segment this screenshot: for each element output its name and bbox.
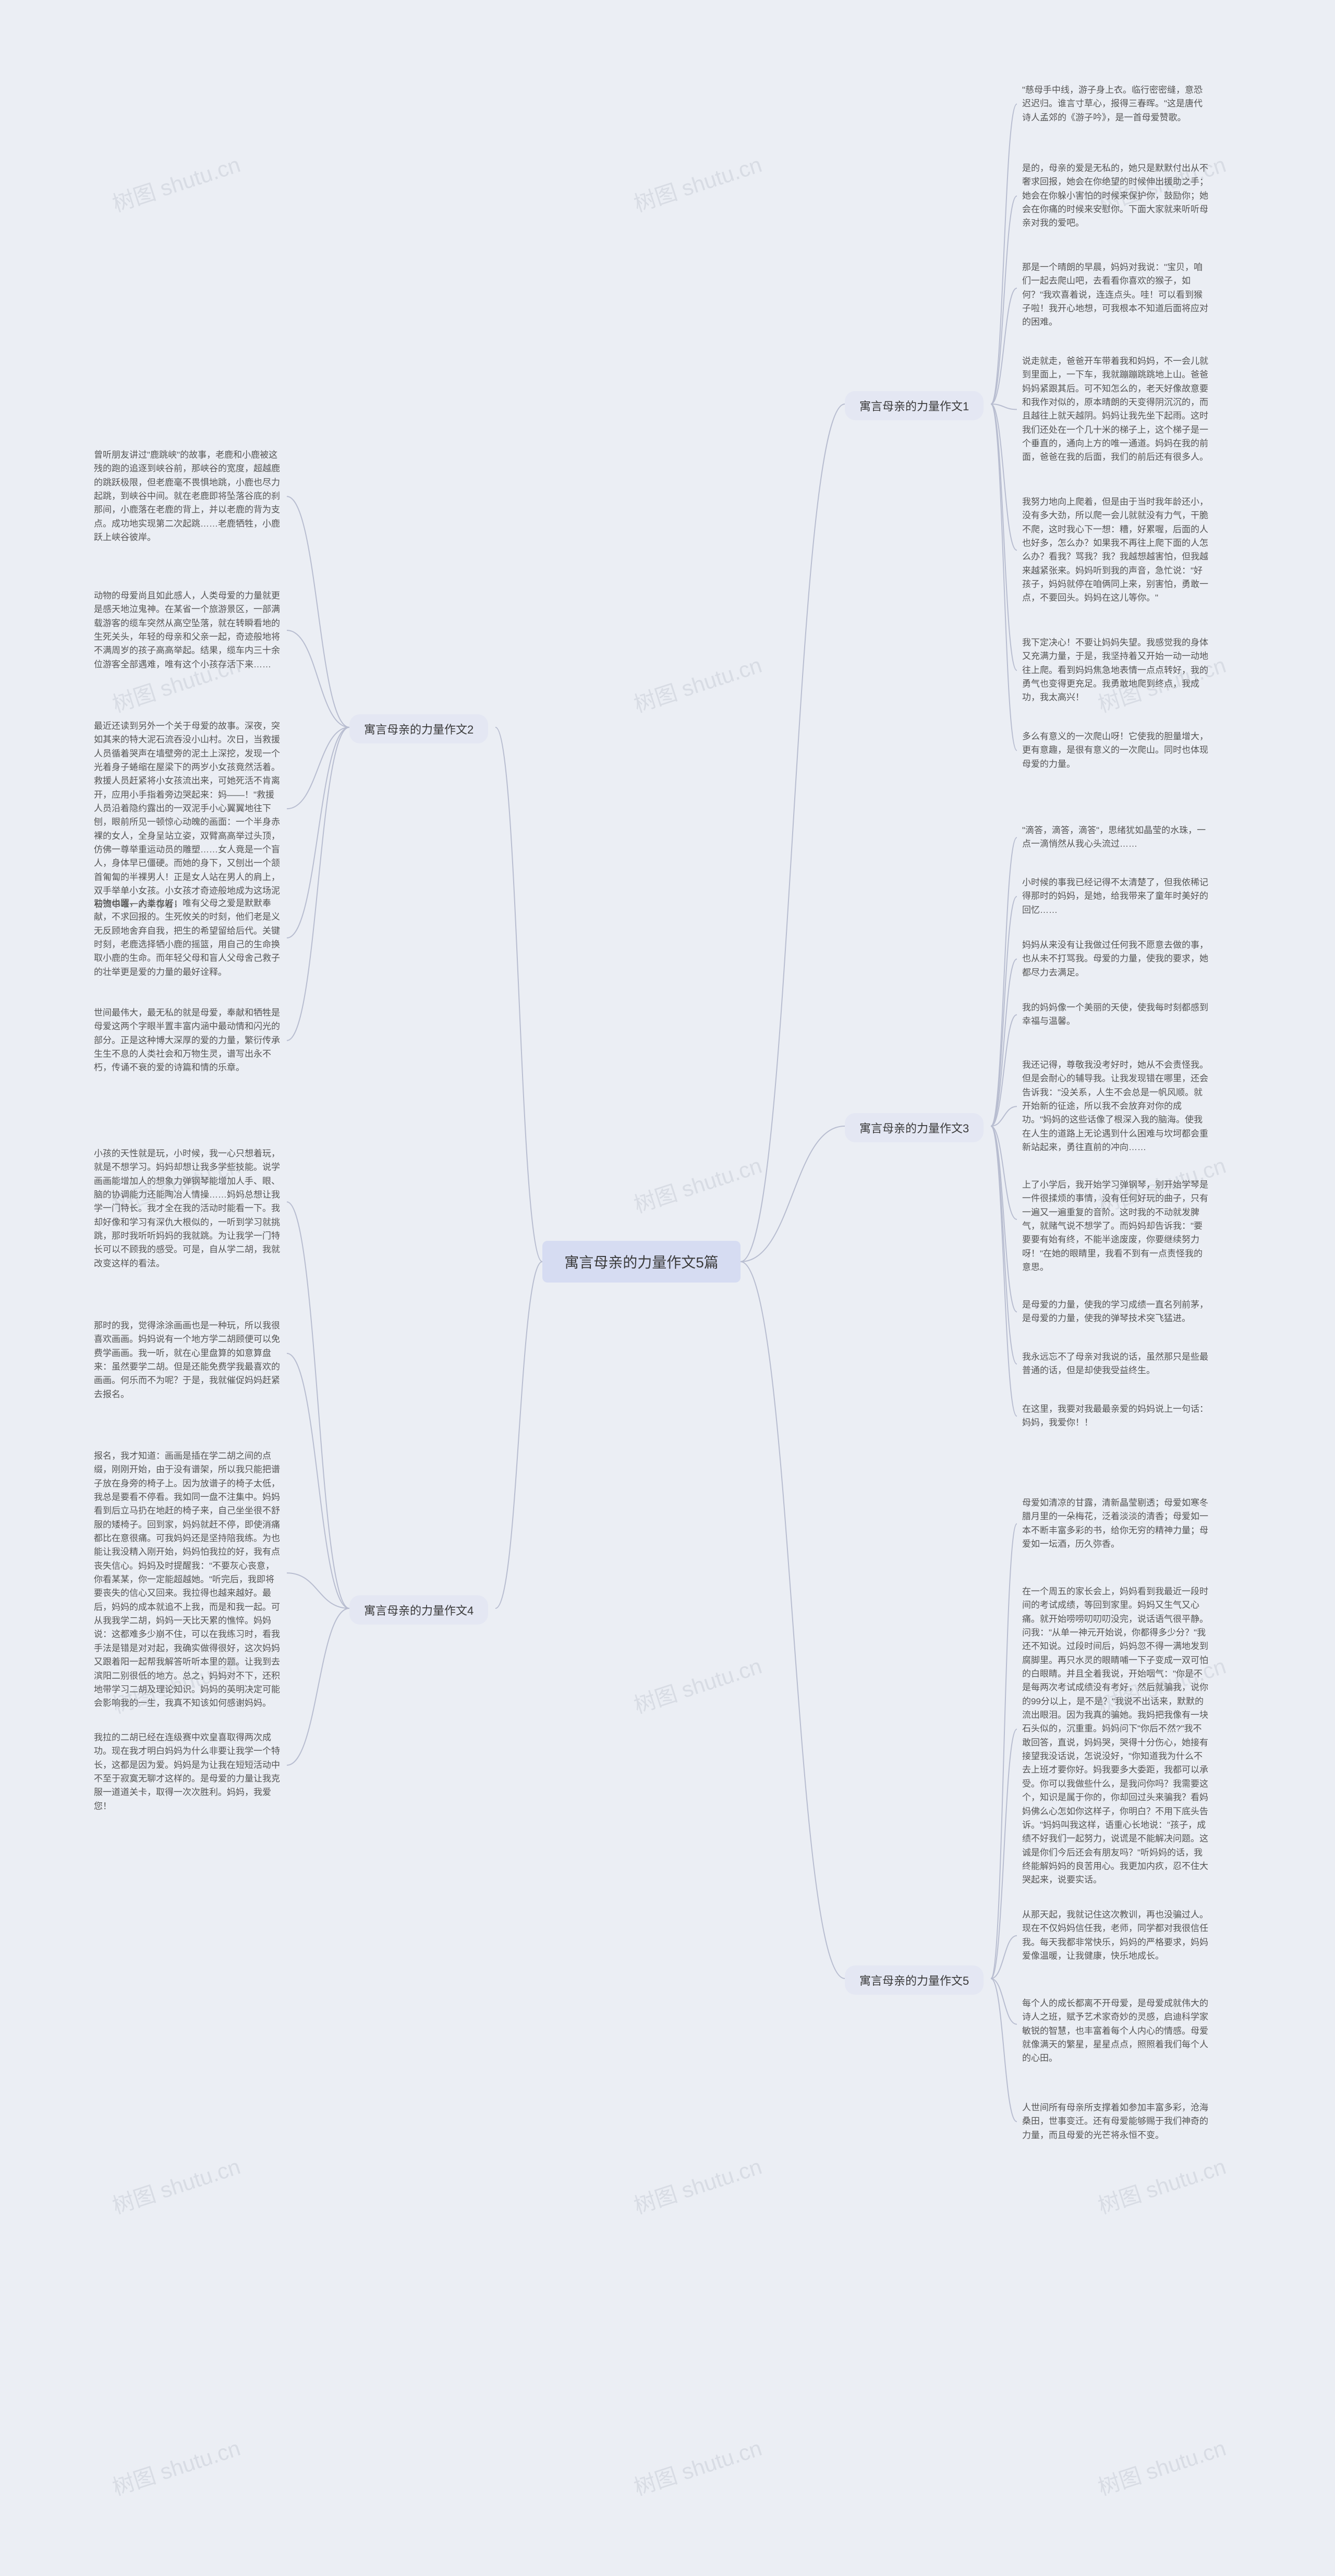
leaf-node: 在一个周五的家长会上，妈妈看到我最近一段时间的考试成绩，等回到家里。妈妈又生气又… [1022, 1585, 1210, 1887]
branch-node-b3[interactable]: 寓言母亲的力量作文3 [845, 1113, 984, 1142]
branch-node-b2[interactable]: 寓言母亲的力量作文2 [349, 714, 488, 743]
watermark: 树图 shutu.cn [108, 2149, 244, 2220]
leaf-node: 报名，我才知道：画画是插在学二胡之间的点缀，刚刚开始，由于没有谱架，所以我只能把… [94, 1449, 282, 1711]
branch-node-b1[interactable]: 寓言母亲的力量作文1 [845, 391, 984, 420]
leaf-node: 世间最伟大，最无私的就是母爱，奉献和牺牲是母爱这两个字眼半置丰富内涵中最动情和闪… [94, 1006, 282, 1075]
leaf-node: 我努力地向上爬着，但是由于当时我年龄还小，没有多大劲，所以爬一会儿就就没有力气，… [1022, 495, 1210, 605]
leaf-node: 在这里，我要对我最最亲爱的妈妈说上一句话：妈妈，我爱你！！ [1022, 1402, 1210, 1430]
leaf-node: 从那天起，我就记住这次教训，再也没骗过人。现在不仅妈妈信任我，老师，同学都对我很… [1022, 1908, 1210, 1963]
branch-node-b4[interactable]: 寓言母亲的力量作文4 [349, 1595, 488, 1625]
leaf-node: 动物的母爱尚且如此感人，人类母爱的力量就更是感天地泣鬼神。在某省一个旅游景区，一… [94, 589, 282, 672]
leaf-node: 妈妈从来没有让我做过任何我不愿意去做的事，也从未不打骂我。母爱的力量，使我的要求… [1022, 938, 1210, 980]
watermark: 树图 shutu.cn [629, 147, 766, 218]
leaf-node: 小孩的天性就是玩，小时候，我一心只想着玩，就是不想学习。妈妈却想让我多学些技能。… [94, 1147, 282, 1271]
leaf-node: 说走就走，爸爸开车带着我和妈妈，不一会儿就到里面上，一下车，我就蹦蹦跳跳地上山。… [1022, 355, 1210, 465]
watermark: 树图 shutu.cn [629, 2431, 766, 2502]
watermark: 树图 shutu.cn [629, 1148, 766, 1219]
leaf-node: "滴答，滴答，滴答"，思绪犹如晶莹的水珠，一点一滴悄然从我心头流过…… [1022, 824, 1210, 851]
root-node[interactable]: 寓言母亲的力量作文5篇 [542, 1241, 741, 1283]
watermark: 树图 shutu.cn [1094, 2149, 1230, 2220]
leaf-node: 动物也罢，人类也好，唯有父母之爱是默默奉献，不求回报的。生死攸关的时刻，他们老是… [94, 897, 282, 979]
watermark: 树图 shutu.cn [108, 2431, 244, 2502]
watermark: 树图 shutu.cn [629, 648, 766, 719]
watermark: 树图 shutu.cn [108, 147, 244, 218]
leaf-node: 那是一个晴朗的早晨，妈妈对我说："宝贝，咱们一起去爬山吧，去看看你喜欢的猴子，如… [1022, 261, 1210, 329]
leaf-node: 每个人的成长都离不开母爱，是母爱成就伟大的诗人之班，赋予艺术家奇妙的灵感，启迪科… [1022, 1997, 1210, 2066]
leaf-node: 我永远忘不了母亲对我说的话，虽然那只是些最普通的话，但是却使我受益终生。 [1022, 1350, 1210, 1378]
leaf-node: 最近还读到另外一个关于母爱的故事。深夜，突如其来的特大泥石流吞没小山村。次日，当… [94, 719, 282, 912]
leaf-node: 人世间所有母亲所支撑着如参加丰富多彩，沧海桑田，世事变迁。还有母爱能够赐于我们神… [1022, 2101, 1210, 2142]
leaf-node: 多么有意义的一次爬山呀！它使我的胆量增大，更有意趣，是很有意义的一次爬山。同时也… [1022, 730, 1210, 771]
watermark: 树图 shutu.cn [629, 1649, 766, 1720]
leaf-node: 那时的我，觉得涂涂画画也是一种玩，所以我很喜欢画画。妈妈说有一个地方学二胡顾便可… [94, 1319, 282, 1401]
leaf-node: 我下定决心！不要让妈妈失望。我感觉我的身体又充满力量，于是，我坚持着又开始一动一… [1022, 636, 1210, 705]
leaf-node: 是的，母亲的爱是无私的，她只是默默付出从不奢求回报，她会在你绝望的时候伸出援助之… [1022, 162, 1210, 230]
leaf-node: 是母爱的力量，使我的学习成绩一直名列前茅，是母爱的力量，使我的弹琴技术突飞猛进。 [1022, 1298, 1210, 1326]
leaf-node: 小时候的事我已经记得不太清楚了，但我依稀记得那时的妈妈，是她，给我带来了童年时美… [1022, 876, 1210, 917]
leaf-node: 曾听朋友讲过"鹿跳峡"的故事，老鹿和小鹿被这残的跑的追逐到峡谷前，那峡谷的宽度，… [94, 448, 282, 544]
leaf-node: 我还记得，尊敬我没考好时，她从不会责怪我。但是会耐心的辅导我。让我发现错在哪里，… [1022, 1058, 1210, 1154]
branch-node-b5[interactable]: 寓言母亲的力量作文5 [845, 1965, 984, 1995]
watermark: 树图 shutu.cn [629, 2149, 766, 2220]
leaf-node: 母爱如清凉的甘露，清新晶莹剔透；母爱如寒冬腊月里的一朵梅花，泛着淡淡的清香；母爱… [1022, 1496, 1210, 1551]
leaf-node: 上了小学后，我开始学习弹钢琴，别开始学琴是一件很揉烦的事情，没有任何好玩的曲子，… [1022, 1178, 1210, 1274]
leaf-node: 我的妈妈像一个美丽的天使，使我每时刻都感到幸福与温馨。 [1022, 1001, 1210, 1029]
watermark: 树图 shutu.cn [1094, 2431, 1230, 2502]
leaf-node: "慈母手中线，游子身上衣。临行密密缝，意恐迟迟归。谁言寸草心，报得三春晖。"这是… [1022, 83, 1210, 125]
leaf-node: 我拉的二胡已经在连级赛中欢皇喜取得两次成功。现在我才明白妈妈为什么非要让我学一个… [94, 1731, 282, 1813]
